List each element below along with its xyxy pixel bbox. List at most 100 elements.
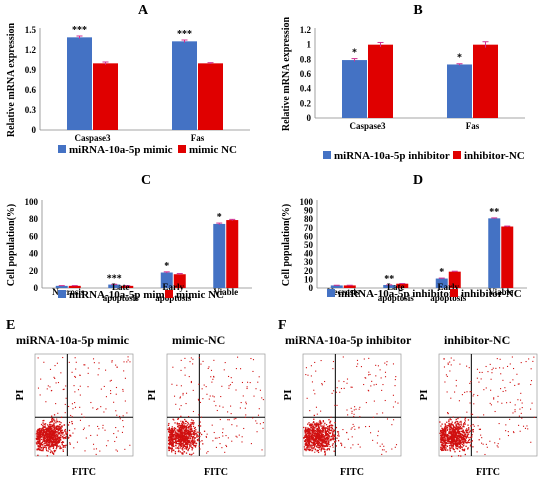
dot xyxy=(241,441,243,443)
significance-mark: * xyxy=(457,53,462,64)
dot xyxy=(466,428,468,430)
dot xyxy=(326,438,328,440)
dot xyxy=(44,434,47,437)
dot xyxy=(450,364,452,366)
dot xyxy=(191,453,193,455)
dot xyxy=(56,439,58,441)
dot xyxy=(180,426,182,428)
dot xyxy=(463,426,465,428)
dot xyxy=(53,444,55,447)
dot xyxy=(181,442,183,445)
dot xyxy=(365,426,367,428)
dot xyxy=(306,437,308,439)
dot xyxy=(54,420,56,422)
dot xyxy=(36,435,39,437)
dot xyxy=(451,436,453,438)
dot xyxy=(49,368,52,370)
dot xyxy=(307,374,309,376)
dot xyxy=(180,445,182,447)
dot xyxy=(181,423,183,425)
dot xyxy=(175,437,178,439)
dot xyxy=(308,441,310,444)
dot xyxy=(310,375,312,377)
dot xyxy=(37,445,40,447)
dot xyxy=(115,410,117,412)
dot xyxy=(115,436,118,438)
dot xyxy=(312,427,314,429)
dot xyxy=(304,430,307,433)
dot xyxy=(53,434,56,437)
dot xyxy=(51,434,54,436)
dot xyxy=(455,440,457,442)
bar-C-1-2 xyxy=(173,274,186,288)
dot xyxy=(321,440,323,443)
dot xyxy=(470,381,472,383)
dot xyxy=(308,428,311,431)
dot xyxy=(187,439,189,442)
dot xyxy=(315,370,317,372)
dot xyxy=(322,427,325,429)
dot xyxy=(171,442,174,444)
dot xyxy=(100,388,102,390)
dot xyxy=(502,379,504,381)
dot xyxy=(177,429,179,431)
dot xyxy=(184,430,186,432)
dot xyxy=(322,434,325,436)
dot xyxy=(54,434,57,437)
dot xyxy=(448,437,450,440)
dot xyxy=(450,418,452,421)
dot xyxy=(317,423,319,426)
y-tick-label: 40 xyxy=(29,249,39,259)
dot xyxy=(182,392,184,394)
dot xyxy=(440,448,442,451)
dot xyxy=(321,428,324,430)
dot xyxy=(444,434,447,437)
dot xyxy=(114,440,116,443)
dot xyxy=(59,426,62,428)
bar-B-0-1 xyxy=(447,64,472,118)
dot xyxy=(456,445,459,448)
dot xyxy=(313,441,316,443)
dot xyxy=(255,388,257,390)
dot xyxy=(191,438,194,440)
dot xyxy=(458,439,460,442)
dot xyxy=(53,418,55,420)
dot xyxy=(59,432,61,434)
dot xyxy=(452,430,454,433)
dot xyxy=(308,439,310,442)
bar-A-1-1 xyxy=(198,63,223,131)
dot xyxy=(74,406,77,408)
dot xyxy=(53,429,55,431)
dot xyxy=(192,423,194,425)
dot xyxy=(53,427,55,430)
dot xyxy=(170,447,172,450)
dot xyxy=(318,433,320,435)
dot xyxy=(441,447,444,450)
dot xyxy=(440,436,443,438)
dot xyxy=(215,405,217,407)
dot xyxy=(43,426,45,428)
flow-title-inhibitor-nc: inhibitor-NC xyxy=(444,333,511,347)
dot xyxy=(57,433,59,435)
dot xyxy=(350,428,352,430)
dot xyxy=(182,420,184,423)
dot xyxy=(183,441,185,443)
dot xyxy=(452,444,454,446)
dot xyxy=(322,425,324,427)
dot xyxy=(38,439,40,441)
dot xyxy=(44,442,47,444)
dot xyxy=(43,435,46,437)
scatter-points xyxy=(167,356,264,456)
y-tick-label: 0.2 xyxy=(300,98,312,108)
dot xyxy=(457,426,459,428)
dot xyxy=(319,422,322,425)
dot xyxy=(206,433,208,435)
dot xyxy=(442,449,445,451)
dot xyxy=(460,440,462,442)
dot xyxy=(310,436,312,439)
dot xyxy=(180,442,182,445)
dot xyxy=(458,428,460,430)
dot xyxy=(182,431,184,434)
dot xyxy=(61,442,63,444)
